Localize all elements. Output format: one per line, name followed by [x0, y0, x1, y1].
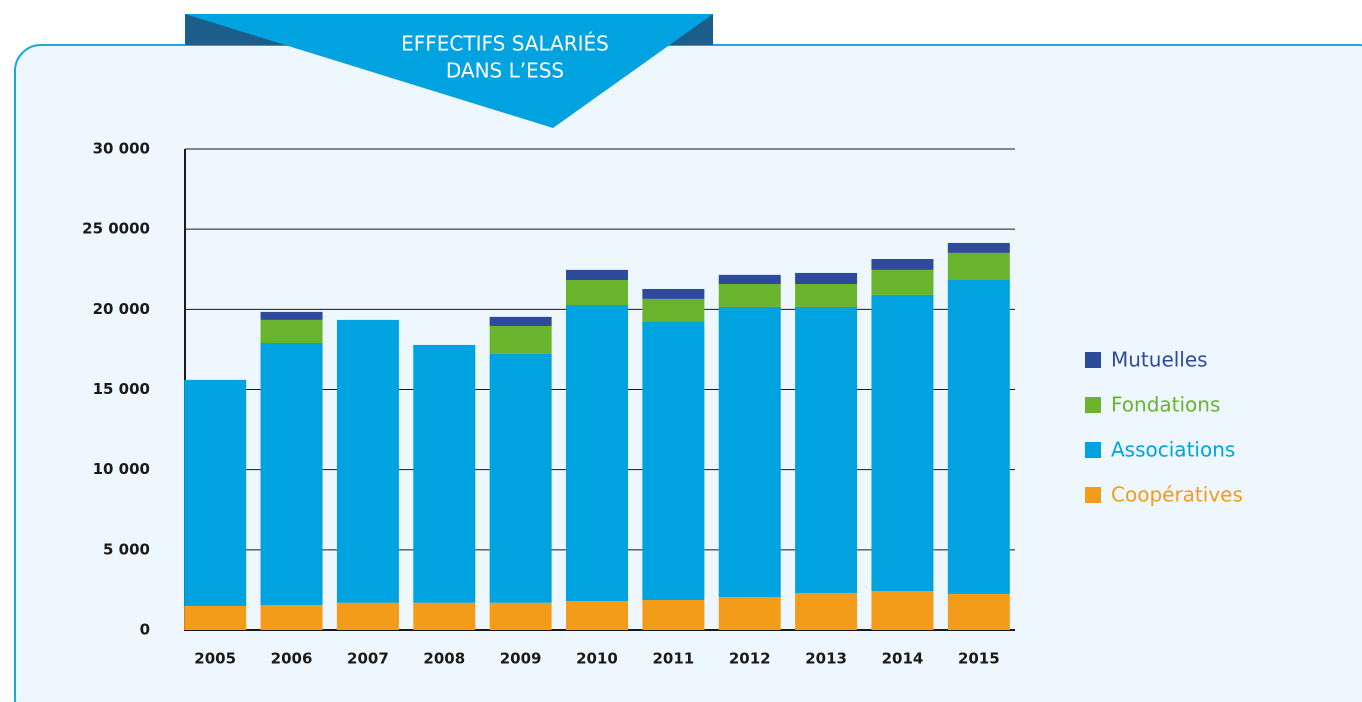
bar-segment	[489, 316, 552, 327]
x-tick-label: 2006	[271, 650, 313, 668]
bar-segment	[184, 379, 247, 606]
bar-segment	[947, 593, 1010, 630]
legend-label: Coopératives	[1111, 483, 1243, 507]
bar-segment	[718, 306, 781, 597]
x-tick-label: 2005	[194, 650, 236, 668]
bar-segment	[566, 269, 628, 280]
bar-segment	[489, 353, 552, 603]
bar-segment	[336, 319, 399, 603]
bar-segment	[489, 602, 552, 630]
bar-segment	[413, 602, 476, 630]
bar-segment	[871, 591, 934, 630]
bar-segment	[566, 601, 628, 630]
bar-segment	[566, 279, 628, 306]
bar-segment	[718, 596, 781, 630]
legend-label: Associations	[1111, 438, 1235, 462]
banner	[185, 14, 713, 128]
y-tick-label: 30 000	[93, 140, 150, 158]
legend-label: Mutuelles	[1111, 348, 1208, 372]
y-tick-label: 5 000	[103, 540, 150, 558]
bar-segment	[947, 242, 1010, 253]
y-tick-label: 0	[140, 621, 150, 639]
legend-swatch	[1085, 442, 1101, 458]
bar-segment	[795, 306, 858, 593]
bar-segment	[718, 274, 781, 285]
bar-segment	[947, 252, 1010, 280]
bar-segment	[260, 319, 323, 344]
bar-segment	[947, 279, 1010, 594]
bar-segment	[260, 311, 323, 320]
x-tick-label: 2013	[805, 650, 847, 668]
y-tick-label: 15 000	[93, 380, 150, 398]
bar-segment	[336, 602, 399, 630]
bar-segment	[260, 605, 323, 630]
y-tick-label: 20 000	[93, 300, 150, 318]
bar-segment	[718, 284, 781, 307]
bar-segment	[795, 592, 858, 630]
bar-segment	[642, 298, 705, 322]
bar-segment	[642, 321, 705, 601]
bar-segment	[642, 600, 705, 630]
y-tick-label: 10 000	[93, 460, 150, 478]
bar-segment	[642, 288, 705, 299]
bar-segment	[795, 272, 858, 285]
x-tick-label: 2009	[500, 650, 542, 668]
bar-segment	[260, 343, 323, 606]
bar-segment	[413, 344, 476, 603]
x-tick-label: 2008	[423, 650, 465, 668]
bar-segment	[871, 294, 934, 592]
bar-segment	[871, 269, 934, 295]
bar-segment	[566, 305, 628, 602]
legend-swatch	[1085, 352, 1101, 368]
legend-label: Fondations	[1111, 393, 1220, 417]
x-tick-label: 2010	[576, 650, 618, 668]
x-tick-label: 2015	[958, 650, 1000, 668]
chart-title: EFFECTIFS SALARIÉS	[401, 32, 609, 56]
bar-segment	[489, 326, 552, 354]
bar-segment	[871, 258, 934, 270]
y-tick-label: 25 0000	[82, 220, 150, 238]
bar-segment	[184, 605, 247, 630]
x-tick-label: 2011	[652, 650, 694, 668]
bar-segment	[795, 284, 858, 307]
legend-swatch	[1085, 487, 1101, 503]
x-tick-label: 2014	[882, 650, 924, 668]
legend-swatch	[1085, 397, 1101, 413]
x-tick-label: 2012	[729, 650, 771, 668]
x-tick-label: 2007	[347, 650, 389, 668]
chart-title: DANS L’ESS	[446, 59, 564, 83]
